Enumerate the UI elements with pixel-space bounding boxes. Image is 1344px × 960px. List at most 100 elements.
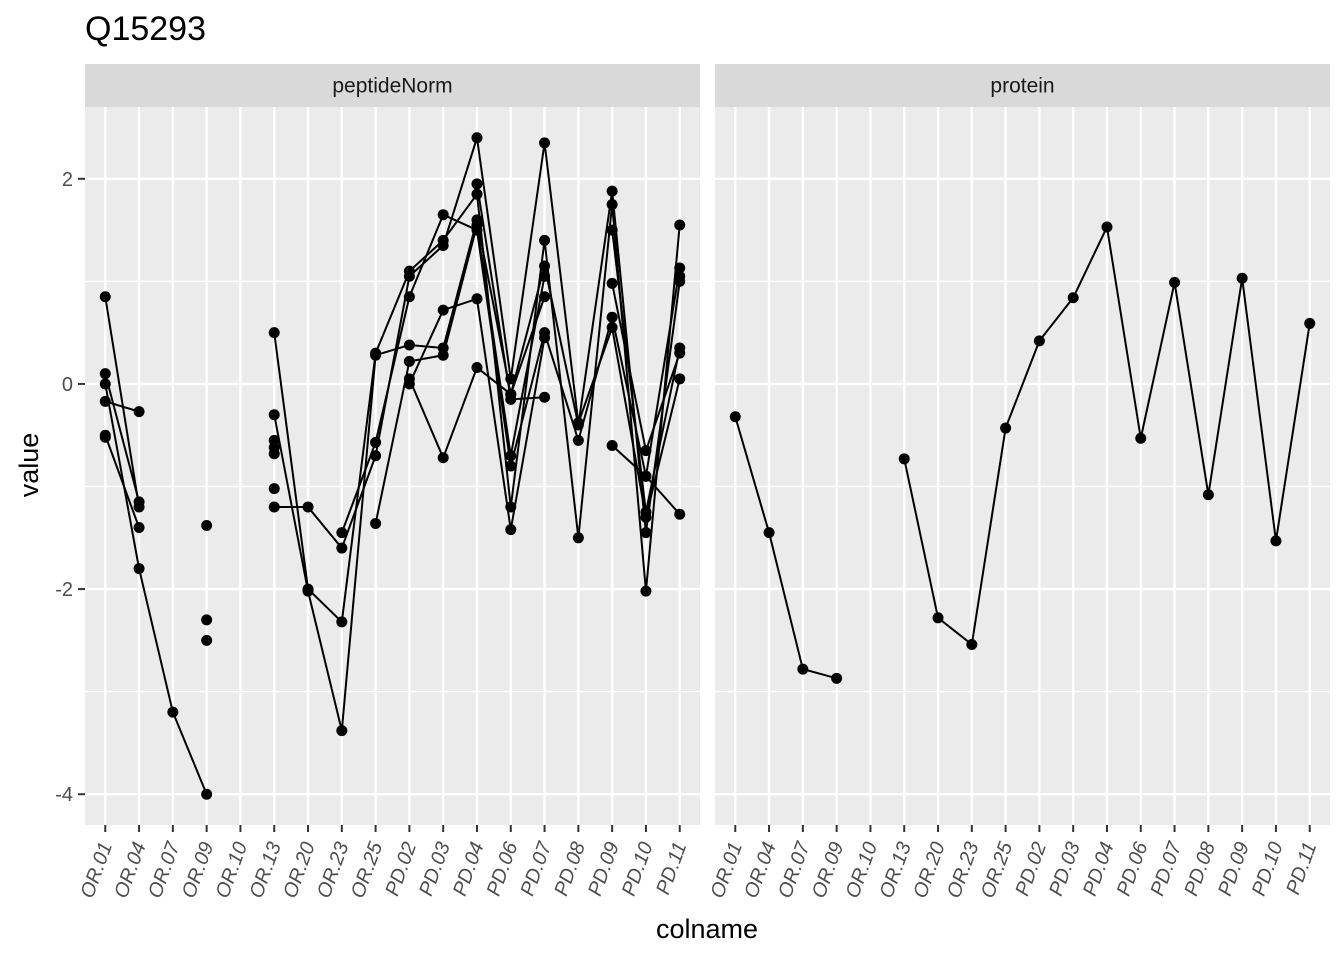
series-line-segment (1004, 340, 1041, 429)
series-line-segment (374, 270, 411, 354)
y-tick-label: 0 (62, 374, 73, 396)
series-line-segment (442, 137, 478, 246)
facet-strip-label: protein (990, 75, 1054, 98)
series-line-segment (442, 297, 478, 312)
data-point (1304, 317, 1316, 329)
series-line-segment (104, 400, 140, 413)
data-point (505, 393, 517, 405)
data-point (763, 527, 775, 539)
y-axis-title: value (14, 433, 44, 498)
series-line-segment (509, 142, 546, 379)
data-point (729, 411, 741, 423)
data-point (133, 563, 145, 575)
series-line-segment (104, 383, 141, 569)
data-point (539, 391, 551, 403)
facet-panel-protein: proteinOR.01OR.04OR.07OR.09OR.10OR.13OR.… (707, 64, 1330, 901)
series-line-segment (577, 190, 614, 426)
series-line-segment (577, 317, 614, 441)
data-point (505, 524, 517, 536)
series-line-segment (509, 332, 546, 467)
data-point (1202, 489, 1214, 501)
data-point (268, 483, 280, 495)
series-line-segment (510, 396, 545, 401)
data-point (471, 132, 483, 144)
series-line-segment (475, 137, 512, 379)
facet-strip (715, 64, 1330, 107)
series-line-segment (802, 668, 837, 680)
data-point (437, 239, 449, 251)
x-axis-title: colname (656, 914, 758, 944)
series-line-segment (1072, 226, 1108, 299)
data-point (539, 332, 551, 344)
data-point (505, 501, 517, 513)
data-point (268, 327, 280, 339)
data-point (471, 219, 483, 231)
series-line-segment (543, 265, 580, 426)
series-line-segment (509, 276, 546, 456)
series-line-segment (408, 244, 444, 277)
data-point (640, 470, 652, 482)
data-point (471, 293, 483, 305)
data-point (606, 322, 618, 334)
data-point (1135, 432, 1147, 444)
data-point (539, 137, 551, 149)
data-point (268, 409, 280, 421)
series-line-segment (442, 367, 478, 459)
series-line-segment (509, 265, 546, 395)
data-point (133, 406, 145, 418)
series-line-segment (408, 214, 445, 298)
data-point (403, 270, 415, 282)
data-point (505, 450, 517, 462)
data-point (1033, 335, 1045, 347)
data-point (1067, 292, 1079, 304)
data-point (336, 527, 348, 539)
data-point (674, 262, 686, 274)
data-point (471, 362, 483, 374)
series-line-segment (408, 378, 445, 459)
series-line-segment (1241, 278, 1277, 542)
data-point (1169, 276, 1181, 288)
data-point (674, 347, 686, 359)
series-line-segment (171, 711, 208, 795)
series-line-segment (374, 361, 411, 524)
series-line-segment (442, 193, 478, 241)
series-line-segment (1173, 282, 1210, 495)
data-point (370, 349, 382, 361)
x-tick-label: PD.11 (1282, 839, 1321, 897)
data-point (831, 672, 843, 684)
series-line-segment (442, 213, 478, 231)
data-point (268, 448, 280, 460)
series-line-segment (1038, 297, 1074, 342)
facet-strip-label: peptideNorm (332, 75, 452, 98)
series-line-segment (307, 588, 343, 623)
data-point (674, 508, 686, 520)
data-point (572, 419, 584, 431)
series-line-segment (375, 344, 410, 357)
series-line-segment (475, 183, 512, 400)
y-tick-label: -2 (55, 579, 73, 601)
series-line-segment (644, 267, 681, 477)
series-line-segment (543, 142, 580, 424)
data-point (1236, 272, 1248, 284)
series-line-segment (340, 355, 377, 731)
series-line-segment (104, 296, 141, 508)
data-point (966, 638, 978, 650)
series-line-segment (409, 354, 444, 363)
series-line-segment (104, 434, 141, 528)
data-point (403, 355, 415, 367)
data-point (437, 304, 449, 316)
series-line-segment (307, 590, 343, 731)
data-point (268, 501, 280, 513)
series-line-segment (611, 283, 647, 451)
facet-panel-peptideNorm: peptideNormOR.01OR.04OR.07OR.09OR.10OR.1… (55, 64, 700, 901)
data-point (302, 501, 314, 513)
data-point (1000, 422, 1012, 434)
data-point (797, 663, 809, 675)
series-line-segment (509, 337, 546, 530)
data-point (99, 368, 111, 380)
data-point (932, 612, 944, 624)
data-point (640, 445, 652, 457)
data-point (99, 431, 111, 443)
panel-background (715, 107, 1330, 825)
data-point (336, 616, 348, 628)
